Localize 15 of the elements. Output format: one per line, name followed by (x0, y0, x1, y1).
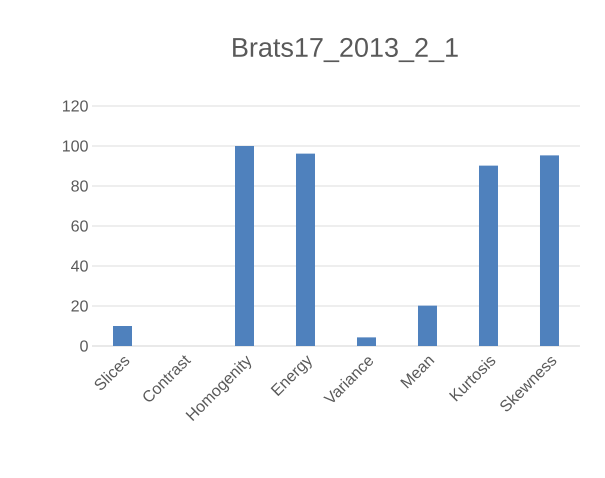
bar (540, 155, 559, 346)
y-tick-label: 20 (71, 300, 88, 312)
bar (418, 306, 437, 346)
y-tick-label: 0 (80, 340, 88, 352)
y-tick-label: 40 (71, 260, 88, 272)
bar (478, 166, 498, 346)
y-tick-label: 60 (71, 220, 88, 232)
y-tick-label: 100 (63, 140, 88, 152)
y-tick-label: 80 (71, 180, 88, 192)
y-tick-label: 120 (63, 100, 88, 112)
chart-title: Brats17_2013_2_1 (233, 38, 458, 62)
bar (356, 337, 376, 346)
bar (113, 326, 132, 346)
bar (235, 146, 254, 346)
bar (296, 154, 315, 346)
